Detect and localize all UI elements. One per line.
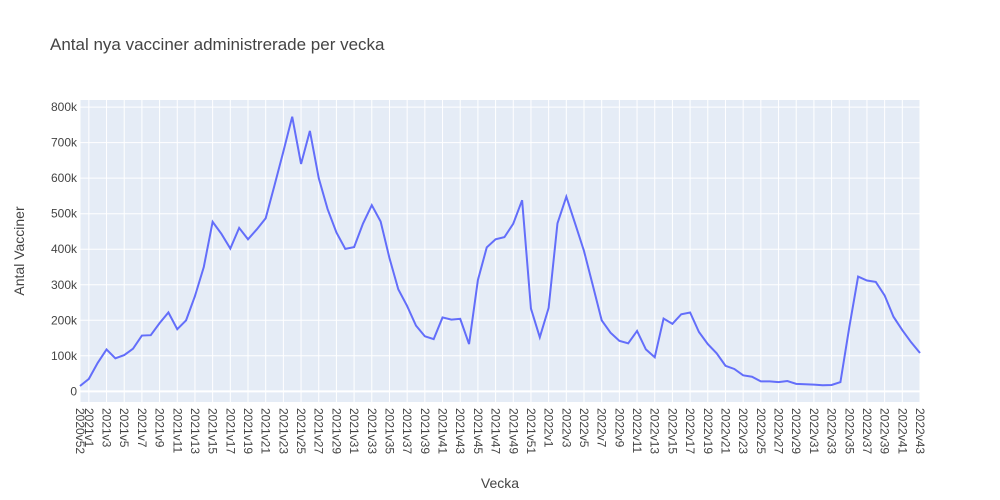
x-tick-label: 2022v9	[612, 408, 626, 448]
y-tick-label: 500k	[51, 207, 78, 221]
x-tick-label: 2022v7	[595, 408, 609, 448]
x-tick-label: 2021v47	[489, 408, 503, 454]
x-tick-label: 2022v41	[895, 408, 909, 454]
x-tick-label: 2022v13	[648, 408, 662, 454]
x-tick-label: 2021v29	[329, 408, 343, 454]
x-tick-label: 2022v23	[736, 408, 750, 454]
x-tick-label: 2022v31	[807, 408, 821, 454]
x-tick-label: 2021v51	[524, 408, 538, 454]
x-tick-label: 2021v27	[312, 408, 326, 454]
x-tick-label: 2022v3	[559, 408, 573, 448]
series-line	[79, 116, 921, 387]
x-tick-label: 2021v25	[294, 408, 308, 454]
x-tick-label: 2022v37	[860, 408, 874, 454]
x-tick-label: 2021v1	[82, 408, 96, 448]
x-tick-label: 2021v41	[436, 408, 450, 454]
x-tick-label: 2021v43	[453, 408, 467, 454]
x-tick-label: 2022v11	[630, 408, 644, 453]
x-tick-label: 2022v35	[842, 408, 856, 454]
y-axis-ticks: 0 100k 200k 300k 400k 500k 600k 700k 800k	[51, 100, 78, 398]
x-tick-label: 2022v19	[701, 408, 715, 454]
y-tick-label: 700k	[51, 136, 78, 150]
x-tick-label: 2021v13	[188, 408, 202, 454]
x-tick-label: 2022v1	[542, 408, 556, 448]
x-tick-label: 2021v3	[100, 408, 114, 448]
x-tick-label: 2021v19	[241, 408, 255, 454]
x-tick-label: 2022v43	[913, 408, 927, 454]
x-tick-label: 2021v35	[382, 408, 396, 454]
plot-area	[80, 100, 920, 402]
x-tick-label: 2021v31	[347, 408, 361, 454]
x-tick-label: 2021v33	[365, 408, 379, 454]
x-tick-label: 2021v45	[471, 408, 485, 454]
x-tick-label: 2020v52	[73, 408, 87, 454]
y-tick-label: 200k	[51, 313, 78, 327]
y-tick-label: 300k	[51, 278, 78, 292]
y-tick-label: 400k	[51, 242, 78, 256]
chart-title: Antal nya vacciner administrerade per ve…	[50, 35, 385, 54]
x-tick-label: 2021v39	[418, 408, 432, 454]
x-tick-label: 2021v17	[223, 408, 237, 454]
x-tick-label: 2021v5	[117, 408, 131, 448]
x-tick-label: 2022v5	[577, 408, 591, 448]
x-axis-title: Vecka	[481, 475, 519, 491]
x-tick-label: 2021v21	[259, 408, 273, 454]
x-tick-label: 2022v15	[665, 408, 679, 454]
x-tick-label: 2021v37	[400, 408, 414, 454]
y-tick-label: 800k	[51, 100, 78, 114]
y-tick-label: 0	[70, 384, 77, 398]
gridlines	[79, 100, 921, 402]
x-tick-label: 2022v27	[772, 408, 786, 454]
x-tick-label: 2022v33	[825, 408, 839, 454]
x-tick-label: 2022v25	[754, 408, 768, 454]
x-tick-label: 2022v17	[683, 408, 697, 454]
x-tick-label: 2021v11	[170, 408, 184, 453]
y-tick-label: 600k	[51, 171, 78, 185]
y-tick-label: 100k	[51, 349, 78, 363]
y-axis-title: Antal Vacciner	[11, 206, 27, 296]
x-tick-label: 2021v49	[506, 408, 520, 454]
x-tick-label: 2021v9	[153, 408, 167, 448]
x-tick-label: 2022v39	[878, 408, 892, 454]
x-tick-label: 2022v21	[718, 408, 732, 454]
x-tick-label: 2021v15	[206, 408, 220, 454]
x-tick-label: 2021v7	[135, 408, 149, 448]
x-tick-label: 2021v23	[276, 408, 290, 454]
x-tick-label: 2022v29	[789, 408, 803, 454]
